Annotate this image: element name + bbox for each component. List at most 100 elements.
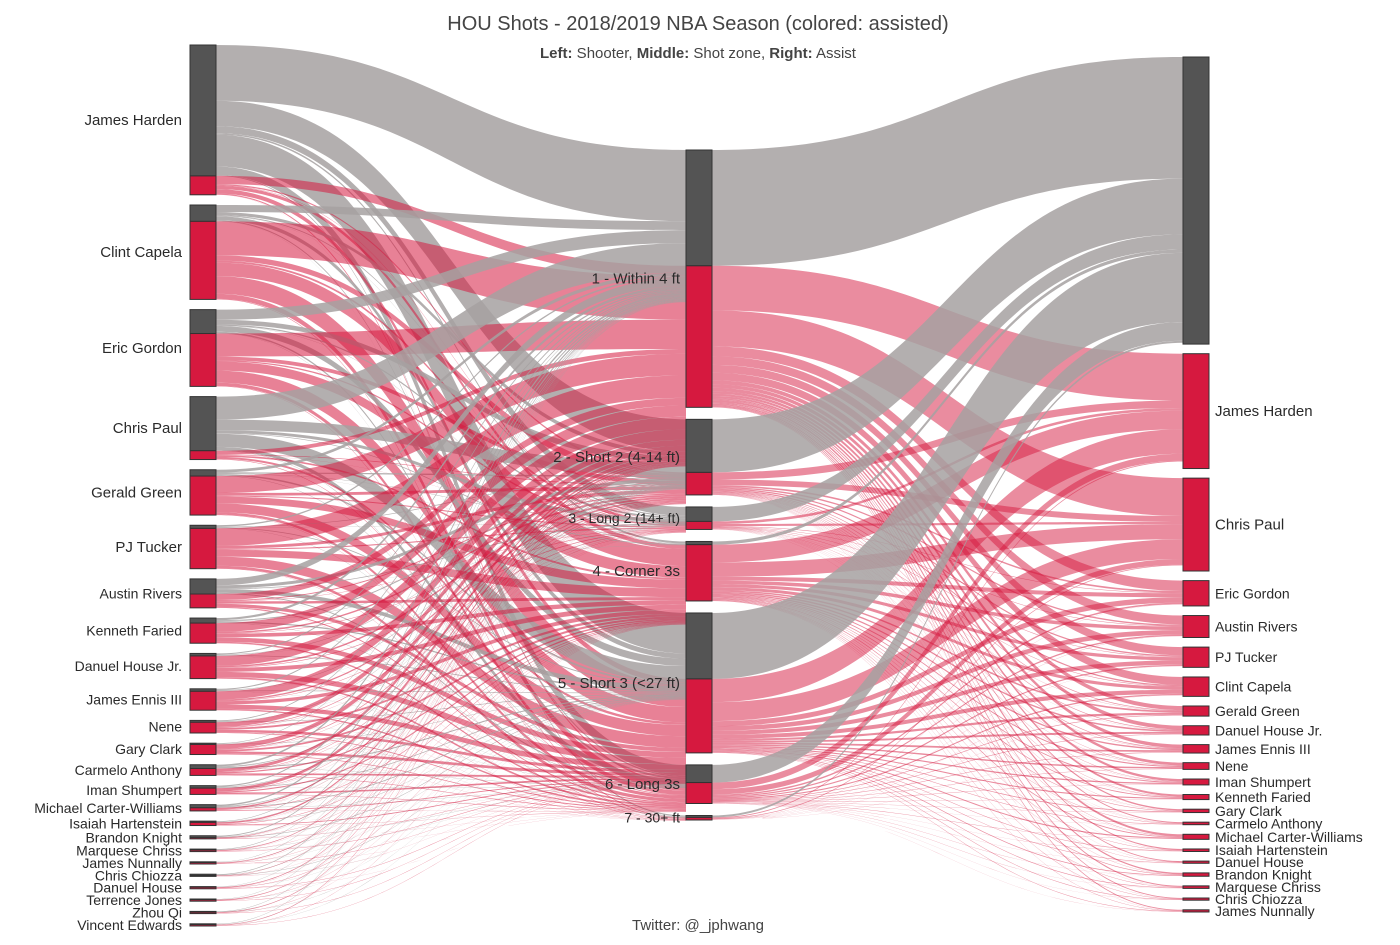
link-shooter-zone bbox=[216, 783, 686, 901]
assist-isaiah-hartenstein-assisted-bar bbox=[1182, 848, 1210, 852]
assist-unnamed-node bbox=[1182, 56, 1210, 345]
shooter-brandon-knight-node bbox=[189, 835, 217, 840]
assist-james-ennis-iii-node bbox=[1182, 744, 1210, 754]
link-zone-assist bbox=[712, 751, 1183, 889]
shooter-isaiah-hartenstein-label: Isaiah Hartenstein bbox=[69, 815, 182, 831]
assist-isaiah-hartenstein-node bbox=[1182, 848, 1210, 852]
link-zone-assist bbox=[712, 802, 1183, 813]
link-zone-assist bbox=[712, 234, 1183, 522]
link-shooter-zone bbox=[216, 462, 686, 851]
assist-danuel-house-label: Danuel House bbox=[1215, 854, 1304, 870]
link-shooter-zone bbox=[216, 382, 686, 795]
link-zone-assist bbox=[712, 744, 1183, 769]
shooter-iman-shumpert-node bbox=[189, 785, 217, 795]
link-shooter-zone bbox=[216, 525, 686, 822]
link-zone-assist bbox=[712, 491, 1183, 731]
link-shooter-zone bbox=[216, 301, 686, 887]
zone-5-short-3-27-ft-label: 5 - Short 3 (<27 ft) bbox=[558, 675, 680, 692]
link-zone-assist bbox=[712, 249, 1183, 545]
link-shooter-zone bbox=[216, 694, 686, 745]
link-zone-assist bbox=[712, 372, 1183, 685]
link-zone-assist bbox=[712, 490, 1183, 711]
shooter-james-harden-unassisted-bar bbox=[189, 44, 217, 177]
link-shooter-zone bbox=[216, 690, 686, 694]
zone-1-within-4-ft-unassisted-bar bbox=[685, 149, 713, 267]
link-shooter-zone bbox=[216, 255, 686, 481]
subtitle-right-label: Right: bbox=[769, 45, 812, 62]
link-shooter-zone bbox=[216, 185, 686, 523]
shooter-clint-capela-node bbox=[189, 204, 217, 300]
link-shooter-zone bbox=[216, 299, 686, 850]
link-zone-assist bbox=[712, 252, 1183, 679]
link-shooter-zone bbox=[216, 262, 686, 567]
shooter-james-nunnally-label: James Nunnally bbox=[82, 855, 182, 871]
shooter-eric-gordon-label: Eric Gordon bbox=[102, 340, 182, 357]
link-zone-assist bbox=[712, 747, 1183, 813]
assist-marquese-chriss-node bbox=[1182, 885, 1210, 889]
link-shooter-zone bbox=[216, 695, 686, 788]
zone-1-within-4-ft-assisted-bar bbox=[685, 265, 713, 408]
link-shooter-zone bbox=[216, 495, 686, 528]
assist-austin-rivers-node bbox=[1182, 615, 1210, 638]
shooter-carmelo-anthony-node bbox=[189, 764, 217, 776]
link-zone-assist bbox=[712, 734, 1183, 820]
link-zone-assist bbox=[712, 634, 1183, 798]
link-shooter-zone bbox=[216, 464, 686, 888]
link-shooter-zone bbox=[216, 693, 686, 723]
shooter-vincent-edwards-node bbox=[189, 923, 217, 927]
link-shooter-zone bbox=[216, 272, 686, 473]
link-shooter-zone bbox=[216, 503, 686, 839]
assist-danuel-house-node bbox=[1182, 860, 1210, 864]
shooter-austin-rivers-assisted-bar bbox=[189, 593, 217, 609]
shooter-chris-chiozza-node bbox=[189, 873, 217, 877]
link-zone-assist bbox=[712, 752, 1183, 912]
link-shooter-zone bbox=[216, 473, 686, 545]
shooter-james-harden-node bbox=[189, 44, 217, 196]
link-shooter-zone bbox=[216, 488, 686, 912]
zone-7-30-ft-node bbox=[685, 814, 713, 821]
assist-gerald-green-node bbox=[1182, 705, 1210, 717]
assist-iman-shumpert-assisted-bar bbox=[1182, 778, 1210, 786]
link-shooter-zone bbox=[216, 288, 686, 655]
link-zone-assist bbox=[712, 399, 1183, 824]
link-zone-assist bbox=[712, 178, 1183, 473]
link-shooter-zone bbox=[216, 486, 686, 496]
subtitle-middle-text: Shot zone, bbox=[689, 45, 769, 62]
zone-6-long-3s-unassisted-bar bbox=[685, 764, 713, 784]
link-zone-assist bbox=[712, 529, 1183, 837]
link-shooter-zone bbox=[216, 678, 686, 821]
assist-kenneth-faried-node bbox=[1182, 794, 1210, 801]
shooter-terrence-jones-node bbox=[189, 898, 217, 902]
link-shooter-zone bbox=[216, 606, 686, 804]
shooter-kenneth-faried-assisted-bar bbox=[189, 622, 217, 644]
credit-text: Twitter: @_jphwang bbox=[632, 917, 764, 934]
link-shooter-zone bbox=[216, 487, 686, 837]
zone-3-long-2-14-ft-label: 3 - Long 2 (14+ ft) bbox=[568, 510, 680, 526]
link-zone-assist bbox=[712, 660, 1183, 735]
link-shooter-zone bbox=[216, 430, 686, 523]
zone-2-short-2-4-14-ft-assisted-bar bbox=[685, 471, 713, 496]
link-zone-assist bbox=[712, 802, 1183, 840]
link-shooter-zone bbox=[216, 433, 686, 545]
assist-james-harden-assisted-bar bbox=[1182, 353, 1210, 470]
link-zone-assist bbox=[712, 695, 1183, 820]
link-shooter-zone bbox=[216, 45, 686, 222]
link-zone-assist bbox=[712, 406, 1183, 911]
link-shooter-zone bbox=[216, 782, 686, 877]
shooter-james-ennis-iii-label: James Ennis III bbox=[86, 692, 182, 708]
assist-brandon-knight-node bbox=[1182, 872, 1210, 877]
shooter-nene-assisted-bar bbox=[189, 721, 217, 734]
link-zone-assist bbox=[712, 784, 1183, 802]
link-shooter-zone bbox=[216, 230, 686, 320]
assist-gerald-green-label: Gerald Green bbox=[1215, 703, 1300, 719]
link-shooter-zone bbox=[216, 811, 686, 826]
link-shooter-zone bbox=[216, 531, 686, 728]
assist-gary-clark-label: Gary Clark bbox=[1215, 803, 1283, 819]
zone-4-corner-3s-label: 4 - Corner 3s bbox=[592, 563, 680, 580]
link-zone-assist bbox=[712, 598, 1183, 838]
link-shooter-zone bbox=[216, 603, 686, 752]
shooter-brandon-knight-label: Brandon Knight bbox=[85, 829, 182, 845]
shooter-austin-rivers-node bbox=[189, 578, 217, 609]
link-zone-assist bbox=[712, 604, 1183, 820]
